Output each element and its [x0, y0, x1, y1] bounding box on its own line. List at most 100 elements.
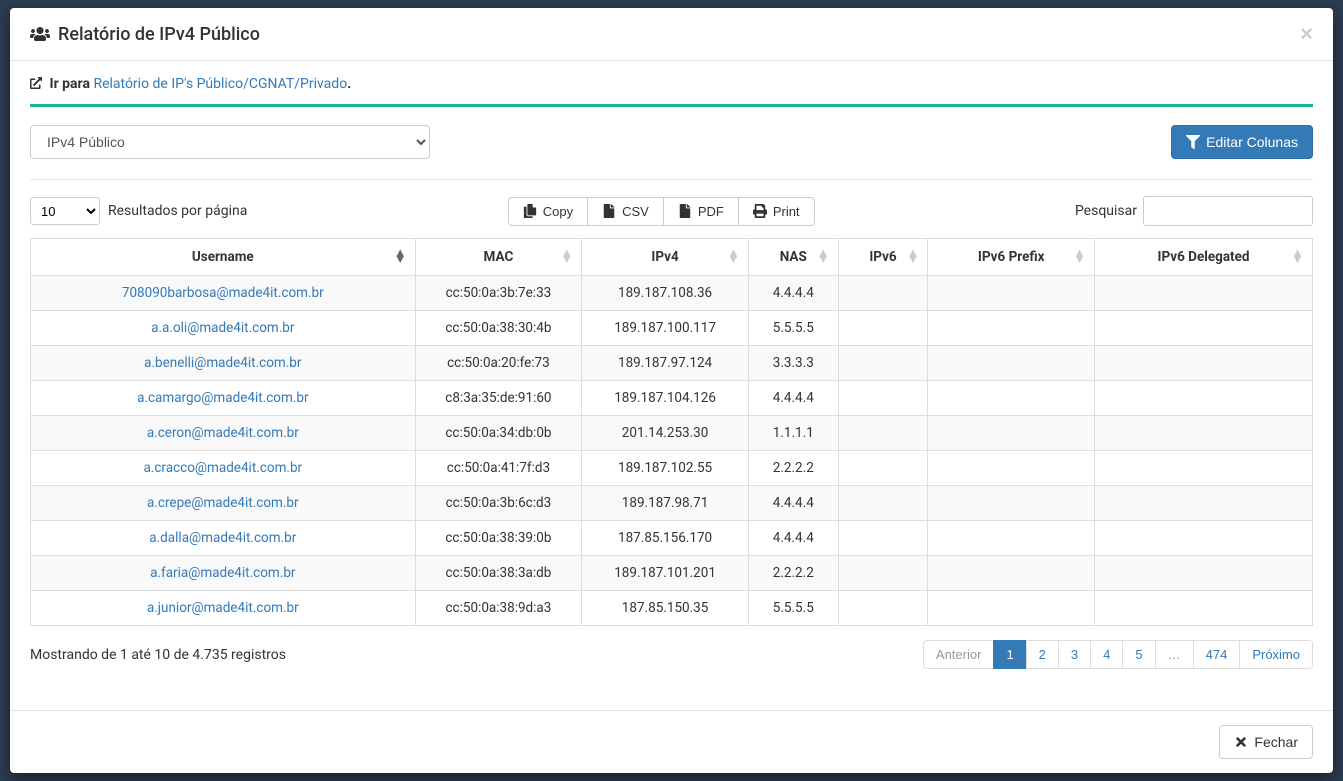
- page-size-select[interactable]: 10: [30, 197, 100, 225]
- sort-icon: ▲▼: [394, 251, 407, 263]
- cell-nas: 4.4.4.4: [748, 486, 838, 521]
- cell-ipv6_prefix: [928, 521, 1095, 556]
- ip-type-select[interactable]: IPv4 Público: [30, 125, 430, 159]
- username-link[interactable]: a.ceron@made4it.com.br: [147, 425, 299, 441]
- page-4[interactable]: 4: [1090, 640, 1123, 669]
- username-link[interactable]: 708090barbosa@made4it.com.br: [122, 285, 324, 301]
- cell-username: a.faria@made4it.com.br: [31, 556, 416, 591]
- cell-ipv4: 187.85.156.170: [582, 521, 749, 556]
- csv-button[interactable]: CSV: [587, 197, 664, 226]
- print-button[interactable]: Print: [738, 197, 815, 226]
- table-toolbar: 10 Resultados por página Copy CSV PDF: [30, 196, 1313, 226]
- cell-ipv6_delegated: [1095, 276, 1313, 311]
- page-5[interactable]: 5: [1122, 640, 1155, 669]
- cell-mac: cc:50:0a:38:9d:a3: [415, 591, 582, 626]
- page-ellipsis: …: [1155, 640, 1194, 669]
- pdf-label: PDF: [698, 204, 724, 219]
- page-1[interactable]: 1: [993, 640, 1026, 669]
- cell-nas: 3.3.3.3: [748, 346, 838, 381]
- search-input[interactable]: [1143, 196, 1313, 226]
- cell-ipv4: 189.187.101.201: [582, 556, 749, 591]
- cell-ipv4: 187.85.150.35: [582, 591, 749, 626]
- username-link[interactable]: a.camargo@made4it.com.br: [137, 390, 308, 406]
- table-row: a.junior@made4it.com.br cc:50:0a:38:9d:a3…: [31, 591, 1313, 626]
- sort-icon: ▲▼: [1073, 251, 1086, 263]
- cell-ipv6_prefix: [928, 486, 1095, 521]
- cell-ipv4: 189.187.97.124: [582, 346, 749, 381]
- nav-report-link[interactable]: Relatório de IP's Público/CGNAT/Privado: [93, 76, 347, 92]
- page-size-suffix: Resultados por página: [108, 203, 247, 219]
- cell-ipv6: [838, 591, 928, 626]
- page-474[interactable]: 474: [1193, 640, 1241, 669]
- cell-ipv6_prefix: [928, 416, 1095, 451]
- cell-ipv6_prefix: [928, 311, 1095, 346]
- cell-ipv6_delegated: [1095, 346, 1313, 381]
- username-link[interactable]: a.junior@made4it.com.br: [147, 600, 299, 616]
- copy-button[interactable]: Copy: [508, 197, 588, 226]
- cell-ipv6: [838, 381, 928, 416]
- cell-username: a.junior@made4it.com.br: [31, 591, 416, 626]
- modal-title-text: Relatório de IPv4 Público: [58, 24, 260, 45]
- close-icon: [1234, 735, 1248, 749]
- close-button[interactable]: Fechar: [1219, 725, 1313, 759]
- modal-header: Relatório de IPv4 Público ×: [10, 8, 1333, 61]
- file-pdf-icon: [678, 204, 692, 218]
- close-label: Fechar: [1254, 734, 1298, 750]
- col-nas[interactable]: NAS▲▼: [748, 239, 838, 276]
- cell-ipv6: [838, 311, 928, 346]
- print-label: Print: [773, 204, 800, 219]
- cell-ipv4: 189.187.98.71: [582, 486, 749, 521]
- cell-ipv4: 189.187.102.55: [582, 451, 749, 486]
- username-link[interactable]: a.faria@made4it.com.br: [150, 565, 295, 581]
- username-link[interactable]: a.crepe@made4it.com.br: [147, 495, 299, 511]
- username-link[interactable]: a.dalla@made4it.com.br: [149, 530, 296, 546]
- cell-ipv6_delegated: [1095, 521, 1313, 556]
- controls-row: IPv4 Público Editar Colunas: [30, 125, 1313, 180]
- username-link[interactable]: a.cracco@made4it.com.br: [143, 460, 302, 476]
- page-2[interactable]: 2: [1026, 640, 1059, 669]
- records-info: Mostrando de 1 até 10 de 4.735 registros: [30, 647, 286, 663]
- page-next[interactable]: Próximo: [1239, 640, 1313, 669]
- table-row: a.a.oli@made4it.com.brcc:50:0a:38:30:4b1…: [31, 311, 1313, 346]
- cell-nas: 4.4.4.4: [748, 521, 838, 556]
- col-username[interactable]: Username ▲▼: [31, 239, 416, 276]
- cell-ipv6: [838, 521, 928, 556]
- sort-icon: ▲▼: [1291, 251, 1304, 263]
- cell-ipv4: 189.187.108.36: [582, 276, 749, 311]
- cell-ipv4: 189.187.100.117: [582, 311, 749, 346]
- cell-ipv6_prefix: [928, 591, 1095, 626]
- table-row: 708090barbosa@made4it.com.br cc:50:0a:3b:…: [31, 276, 1313, 311]
- modal-footer: Fechar: [10, 710, 1333, 773]
- sort-icon: ▲▼: [817, 251, 830, 263]
- page-prev[interactable]: Anterior: [923, 640, 995, 669]
- cell-mac: c8:3a:35:de:91:60: [415, 381, 582, 416]
- cell-ipv6: [838, 556, 928, 591]
- edit-columns-button[interactable]: Editar Colunas: [1171, 125, 1313, 159]
- cell-ipv6: [838, 346, 928, 381]
- username-link[interactable]: a.benelli@made4it.com.br: [144, 355, 301, 371]
- col-mac[interactable]: MAC▲▼: [415, 239, 582, 276]
- cell-username: a.dalla@made4it.com.br: [31, 521, 416, 556]
- cell-mac: cc:50:0a:3b:7e:33: [415, 276, 582, 311]
- filter-icon: [1186, 135, 1200, 149]
- left-controls: 10 Resultados por página: [30, 197, 247, 225]
- cell-ipv6_delegated: [1095, 416, 1313, 451]
- copy-icon: [523, 204, 537, 218]
- search-label: Pesquisar: [1075, 203, 1137, 219]
- username-link[interactable]: a.a.oli@made4it.com.br: [151, 320, 294, 336]
- cell-ipv6_prefix: [928, 451, 1095, 486]
- col-ipv6-prefix[interactable]: IPv6 Prefix▲▼: [928, 239, 1095, 276]
- data-table: Username ▲▼ MAC▲▼ IPv4▲▼ NAS▲▼ IPv6▲▼ IP…: [30, 238, 1313, 626]
- cell-username: a.ceron@made4it.com.br: [31, 416, 416, 451]
- modal-close-button[interactable]: ×: [1300, 23, 1313, 45]
- col-ipv6-delegated[interactable]: IPv6 Delegated▲▼: [1095, 239, 1313, 276]
- sort-icon: ▲▼: [907, 251, 920, 263]
- col-ipv4[interactable]: IPv4▲▼: [582, 239, 749, 276]
- cell-ipv6_delegated: [1095, 591, 1313, 626]
- cell-nas: 4.4.4.4: [748, 276, 838, 311]
- pdf-button[interactable]: PDF: [663, 197, 739, 226]
- nav-prefix: Ir para: [49, 76, 93, 92]
- col-ipv6[interactable]: IPv6▲▼: [838, 239, 928, 276]
- page-3[interactable]: 3: [1058, 640, 1091, 669]
- nav-link-row: Ir para Relatório de IP's Público/CGNAT/…: [30, 76, 1313, 107]
